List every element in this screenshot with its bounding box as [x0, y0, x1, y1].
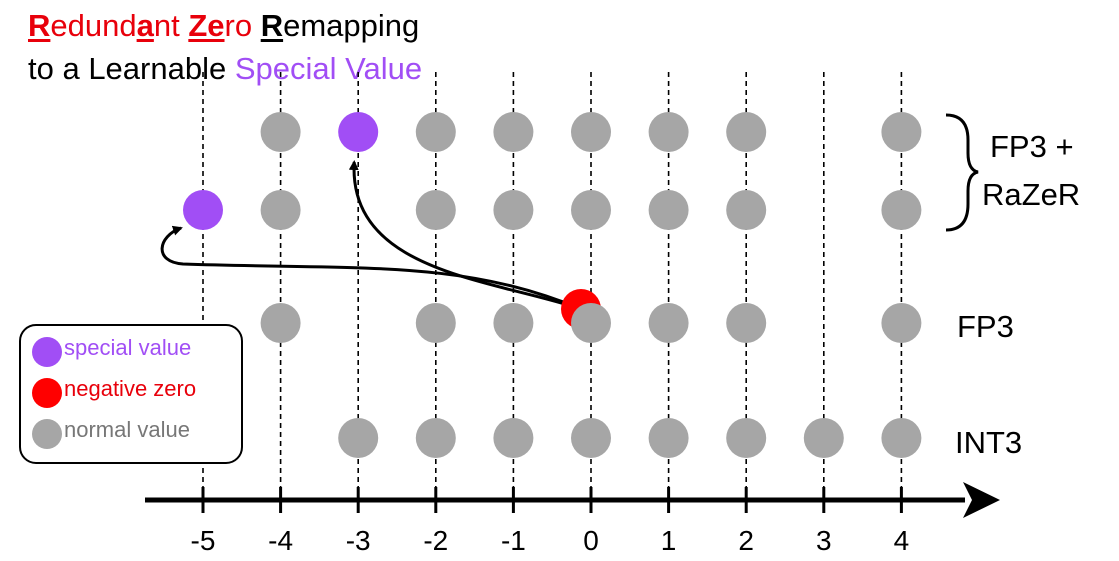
- tick-label: 2: [738, 525, 754, 556]
- title-line1-segment: ro: [224, 8, 261, 43]
- legend: special value negative zero normal value: [19, 324, 243, 464]
- tick-label: 4: [894, 525, 910, 556]
- normal-dot: [881, 303, 922, 343]
- tick-label: -3: [346, 525, 371, 556]
- legend-box: [19, 324, 243, 464]
- normal-dot: [571, 190, 611, 230]
- normal-dot: [881, 190, 922, 230]
- normal-dot: [415, 418, 456, 458]
- normal-dot: [338, 418, 379, 458]
- legend-label: negative zero: [64, 376, 196, 401]
- normal-dot: [648, 190, 689, 230]
- legend-label: normal value: [64, 417, 190, 442]
- normal-dot: [571, 303, 611, 343]
- normal-dot: [648, 418, 689, 458]
- title-line2-segment: to a Learnable: [28, 51, 235, 86]
- normal-dot: [260, 303, 301, 343]
- normal-dot: [726, 190, 767, 230]
- normal-dot: [726, 303, 767, 343]
- title-line1-segment: R: [28, 8, 51, 43]
- special-dot: [183, 190, 223, 230]
- title-line1-segment: a: [136, 8, 154, 43]
- normal-dot: [803, 418, 844, 458]
- group-label-line-2: RaZeR: [982, 177, 1080, 212]
- normal-dot: [881, 418, 922, 458]
- legend-special-dot: [32, 337, 62, 367]
- tick-label: -5: [191, 525, 216, 556]
- title-line2-segment: Special Value: [234, 51, 423, 86]
- value-dots: [183, 112, 922, 458]
- normal-dot: [571, 418, 611, 458]
- tick-label: 3: [816, 525, 832, 556]
- title-line1-segment: emapping: [283, 8, 420, 43]
- tick-label: -2: [423, 525, 448, 556]
- group-label-line-1: FP3 +: [990, 129, 1074, 164]
- normal-dot: [493, 418, 534, 458]
- remap-arrow: [348, 160, 582, 311]
- normal-dot: [726, 418, 767, 458]
- normal-dot: [415, 112, 456, 152]
- normal-dot: [493, 190, 534, 230]
- normal-dot: [493, 112, 534, 152]
- normal-dot: [493, 303, 534, 343]
- normal-dot: [881, 112, 922, 152]
- row-label-fp3: FP3: [957, 309, 1014, 344]
- title-line-1: Redundant Zero Remapping: [28, 10, 419, 41]
- title-line-2: to a Learnable Special Value: [28, 53, 422, 84]
- special-dot: [338, 112, 379, 152]
- tick-label: 1: [661, 525, 677, 556]
- normal-dot: [648, 112, 689, 152]
- title-line1-segment: Ze: [188, 8, 225, 43]
- tick-label: -4: [268, 525, 293, 556]
- curly-brace-icon: [945, 113, 979, 232]
- fp3-razer-brace: [945, 113, 979, 232]
- normal-dot: [726, 112, 767, 152]
- tick-label: -1: [501, 525, 526, 556]
- normal-dot: [648, 303, 689, 343]
- normal-dot: [260, 112, 301, 152]
- tick-label: 0: [583, 525, 599, 556]
- x-axis: [145, 482, 1000, 518]
- title-line1-segment: nt: [153, 8, 189, 43]
- remap-arrows: [160, 160, 582, 311]
- row-label-int3: INT3: [955, 425, 1022, 460]
- normal-dot: [260, 190, 301, 230]
- title-line1-segment: edund: [50, 8, 137, 43]
- axis-arrowhead: [963, 482, 1000, 518]
- axis-ticks: -5 -4 -3 -2 -1 0 1 2 3 4: [191, 487, 910, 556]
- normal-dot: [415, 190, 456, 230]
- normal-dot: [415, 303, 456, 343]
- remap-arrow: [160, 225, 582, 311]
- normal-dot: [571, 112, 611, 152]
- title-line1-segment: R: [260, 8, 284, 43]
- gridlines: [202, 72, 903, 492]
- legend-negative-zero-dot: [32, 378, 62, 408]
- legend-label: special value: [64, 335, 191, 360]
- legend-normal-dot: [32, 419, 62, 449]
